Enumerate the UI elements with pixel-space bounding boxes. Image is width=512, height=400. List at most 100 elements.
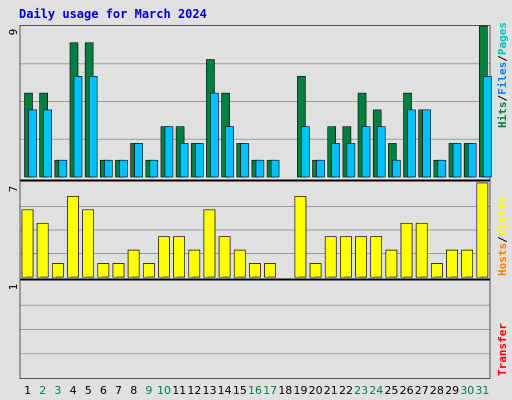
bar-visits-day-15 bbox=[233, 249, 246, 278]
y-axis-label-transfer: Transfer bbox=[496, 323, 509, 376]
y-axis-label-part: Files bbox=[496, 62, 509, 95]
y-axis-label-part: Pages bbox=[496, 22, 509, 55]
bar-visits-highlight-day-12 bbox=[189, 251, 193, 277]
x-tick-label-day-7: 7 bbox=[115, 384, 122, 397]
bar-visits-day-17 bbox=[264, 263, 276, 278]
y-axis-label-part: / bbox=[496, 236, 509, 243]
bar-visits-day-3 bbox=[52, 263, 64, 278]
bar-visits-day-11 bbox=[173, 236, 185, 278]
x-tick-label-day-20: 20 bbox=[309, 384, 323, 397]
bar-files-day-26 bbox=[407, 109, 416, 178]
bar-visits-highlight-day-26 bbox=[402, 224, 405, 277]
bar-visits-day-12 bbox=[188, 249, 201, 278]
bar-visits-day-10 bbox=[158, 236, 170, 278]
bar-files-day-6 bbox=[104, 159, 113, 178]
x-tick-label-day-26: 26 bbox=[400, 384, 414, 397]
bar-visits-highlight-day-5 bbox=[83, 210, 87, 277]
bar-files-day-17 bbox=[270, 159, 280, 178]
bar-files-day-11 bbox=[179, 143, 189, 178]
bar-visits-highlight-day-16 bbox=[250, 264, 253, 277]
x-tick-label-day-31: 31 bbox=[475, 384, 489, 397]
bar-visits-highlight-day-1 bbox=[23, 210, 26, 277]
bar-files-day-27 bbox=[422, 109, 431, 178]
bar-visits-day-19 bbox=[294, 196, 307, 278]
x-tick-label-day-16: 16 bbox=[248, 384, 262, 397]
bar-visits-day-21 bbox=[324, 236, 337, 278]
x-tick-label-day-4: 4 bbox=[70, 384, 77, 397]
bar-visits-day-24 bbox=[370, 236, 383, 278]
x-tick-label-day-10: 10 bbox=[157, 384, 171, 397]
bar-visits-day-22 bbox=[340, 236, 352, 278]
bar-files-day-16 bbox=[255, 159, 265, 178]
bar-visits-highlight-day-31 bbox=[477, 184, 481, 277]
y-axis-label-part: Hosts bbox=[496, 243, 509, 276]
bar-files-day-14 bbox=[225, 126, 234, 178]
bar-files-day-3 bbox=[58, 159, 68, 178]
bar-files-day-15 bbox=[240, 143, 250, 178]
y-max-label: 9 bbox=[7, 29, 20, 36]
bar-visits-highlight-day-21 bbox=[326, 237, 329, 277]
bar-visits-day-31 bbox=[476, 182, 489, 278]
bar-visits-highlight-day-6 bbox=[98, 264, 102, 277]
bar-files-day-19 bbox=[301, 126, 310, 178]
x-tick-label-day-3: 3 bbox=[54, 384, 61, 397]
bar-visits-highlight-day-10 bbox=[159, 237, 162, 277]
bar-visits-day-9 bbox=[142, 263, 155, 278]
bar-files-day-20 bbox=[316, 159, 325, 178]
bar-visits-day-5 bbox=[82, 209, 94, 278]
bar-visits-highlight-day-13 bbox=[204, 210, 208, 277]
bar-visits-day-29 bbox=[446, 249, 458, 278]
bar-visits-highlight-day-28 bbox=[432, 264, 435, 277]
x-tick-label-day-6: 6 bbox=[100, 384, 107, 397]
bar-visits-day-1 bbox=[21, 209, 34, 278]
bar-visits-day-14 bbox=[218, 236, 231, 278]
x-tick-label-day-9: 9 bbox=[145, 384, 152, 397]
x-tick-label-day-24: 24 bbox=[369, 384, 383, 397]
bar-visits-highlight-day-17 bbox=[265, 264, 269, 277]
bar-visits-day-28 bbox=[431, 263, 443, 278]
bar-visits-highlight-day-30 bbox=[462, 251, 466, 277]
bar-files-day-24 bbox=[376, 126, 386, 178]
bar-visits-highlight-day-3 bbox=[53, 264, 56, 277]
bar-files-day-12 bbox=[194, 143, 204, 178]
x-tick-label-day-1: 1 bbox=[24, 384, 31, 397]
bar-files-day-25 bbox=[392, 159, 401, 178]
bar-visits-day-20 bbox=[309, 263, 322, 278]
y-axis-label-part: / bbox=[496, 95, 509, 102]
bar-visits-day-25 bbox=[385, 249, 398, 278]
bar-visits-day-2 bbox=[36, 222, 49, 278]
y-axis-label-part: Hits bbox=[496, 102, 509, 129]
bar-visits-highlight-day-24 bbox=[371, 237, 375, 277]
bar-visits-highlight-day-29 bbox=[447, 251, 451, 277]
bar-visits-highlight-day-8 bbox=[129, 251, 132, 277]
bar-visits-highlight-day-19 bbox=[295, 197, 299, 277]
bar-visits-highlight-day-2 bbox=[38, 224, 41, 277]
x-tick-label-day-19: 19 bbox=[293, 384, 307, 397]
x-tick-label-day-2: 2 bbox=[39, 384, 46, 397]
bar-files-day-1 bbox=[28, 109, 37, 178]
bar-files-day-2 bbox=[43, 109, 52, 178]
x-tick-label-day-12: 12 bbox=[187, 384, 201, 397]
bar-visits-day-26 bbox=[400, 222, 413, 278]
x-tick-label-day-21: 21 bbox=[324, 384, 338, 397]
bar-visits-day-23 bbox=[355, 236, 367, 278]
chart-frame bbox=[19, 25, 491, 379]
bar-visits-highlight-day-23 bbox=[356, 237, 360, 277]
bar-files-day-31 bbox=[483, 76, 492, 178]
bar-visits-highlight-day-15 bbox=[235, 251, 238, 277]
bar-files-day-29 bbox=[452, 143, 462, 178]
bar-visits-highlight-day-9 bbox=[144, 264, 147, 277]
y-axis-label-part: Visits bbox=[496, 197, 509, 237]
x-tick-label-day-23: 23 bbox=[354, 384, 368, 397]
x-tick-label-day-11: 11 bbox=[172, 384, 186, 397]
bar-visits-highlight-day-7 bbox=[113, 264, 117, 277]
bar-files-day-10 bbox=[164, 126, 174, 178]
x-tick-label-day-29: 29 bbox=[445, 384, 459, 397]
bar-files-day-9 bbox=[149, 159, 159, 178]
bar-visits-highlight-day-11 bbox=[174, 237, 178, 277]
x-tick-label-day-18: 18 bbox=[278, 384, 292, 397]
bar-visits-highlight-day-4 bbox=[68, 197, 71, 277]
x-tick-label-day-25: 25 bbox=[384, 384, 398, 397]
bar-files-day-5 bbox=[88, 76, 98, 178]
